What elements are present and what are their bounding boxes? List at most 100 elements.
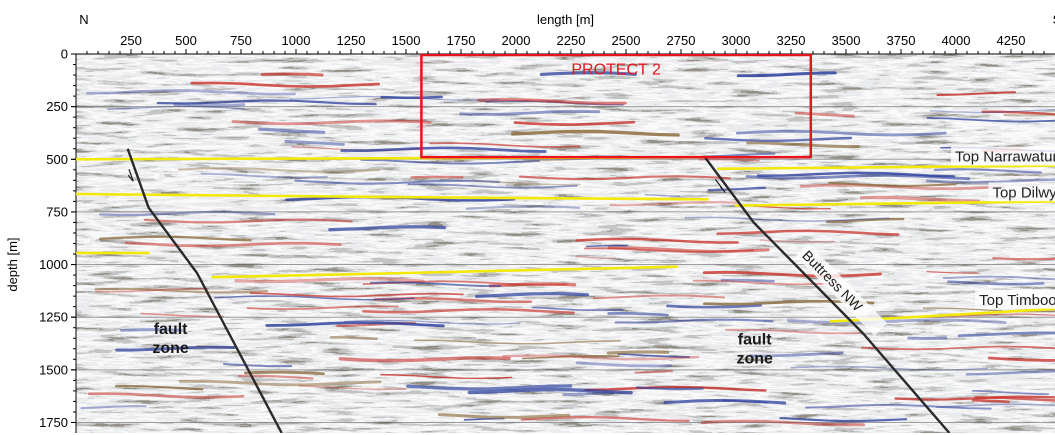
- reflector-band: [725, 328, 864, 335]
- x-ticks: 250 500 750 1000 1250 1500 1750 2000 2250 2500 275…: [86, 33, 1045, 54]
- reflector-band: [222, 362, 293, 368]
- y-tick-label: 1000: [39, 257, 68, 272]
- reflector-band: [607, 312, 669, 317]
- horizon-label: Top Narrawaturk: [955, 149, 1055, 166]
- reflector-band: [735, 129, 947, 137]
- reflector-band: [380, 373, 513, 380]
- y-tick-label: 1250: [39, 310, 68, 325]
- reflector-band: [635, 386, 704, 391]
- reflector-band: [120, 328, 183, 332]
- reflector-band: [746, 141, 861, 149]
- reflector-band: [213, 295, 415, 301]
- reflector-band: [520, 415, 690, 422]
- reflector-band: [894, 395, 1055, 401]
- x-tick-label: 3000: [722, 33, 751, 48]
- reflector-band: [260, 72, 324, 77]
- reflector-band: [407, 183, 578, 189]
- reflector-band: [828, 181, 957, 187]
- protect-2-label: PROTECT 2: [571, 62, 661, 79]
- reflector-band: [794, 111, 855, 118]
- reflector-band: [987, 356, 1055, 362]
- reflector-band: [200, 172, 328, 179]
- reflector-band: [926, 117, 1055, 123]
- reflector-band: [716, 229, 900, 236]
- reflector-band: [992, 256, 1055, 261]
- reflector-band: [459, 109, 601, 116]
- reflector-band: [289, 95, 499, 101]
- reflector-band: [94, 287, 268, 294]
- reflector-band: [437, 413, 571, 419]
- reflector-band: [736, 71, 837, 78]
- x-tick-label: 1250: [337, 33, 366, 48]
- y-tick-label: 1500: [39, 362, 68, 377]
- section-end-north: N: [79, 12, 88, 27]
- x-tick-label: 500: [175, 33, 197, 48]
- x-tick-label: 3750: [887, 33, 916, 48]
- reflector-band: [465, 205, 581, 210]
- reflector-band: [971, 398, 1010, 404]
- reflector-band: [592, 294, 726, 300]
- x-tick-label: 3500: [832, 33, 861, 48]
- x-tick-label: 2250: [557, 33, 586, 48]
- y-tick-label: 0: [61, 47, 68, 62]
- x-axis-label: length [m]: [537, 12, 594, 27]
- horizon-label-background: [950, 146, 1055, 166]
- x-tick-label: 2000: [502, 33, 531, 48]
- reflector-band: [575, 361, 673, 368]
- y-tick-label: 500: [46, 152, 68, 167]
- reflector-band: [178, 379, 382, 387]
- x-axis: 250 500 750 1000 1250 1500 1750 2000 2250 2500 275…: [76, 12, 1055, 55]
- reflector-band: [246, 305, 399, 311]
- reflector-band: [298, 385, 407, 390]
- reflector-band: [488, 282, 577, 288]
- reflector-band: [244, 370, 325, 376]
- reflector-band: [584, 247, 754, 253]
- x-tick-label: 250: [120, 33, 142, 48]
- reflector-band: [539, 71, 637, 76]
- reflector-band: [609, 201, 738, 207]
- x-tick-label: 2750: [667, 33, 696, 48]
- x-tick-label: 1500: [392, 33, 421, 48]
- x-tick-label: 4250: [997, 33, 1026, 48]
- horizon-label-background: [988, 182, 1055, 202]
- x-tick-label: 2500: [612, 33, 641, 48]
- reflector-band: [930, 109, 1055, 114]
- reflector-band: [707, 186, 767, 192]
- reflector-band: [475, 292, 590, 298]
- reflector-band: [477, 98, 627, 105]
- reflector-band: [380, 95, 443, 100]
- reflector-band: [86, 89, 296, 96]
- reflector-band: [644, 193, 681, 197]
- reflector-band: [87, 392, 245, 399]
- horizon-line: [734, 200, 1055, 207]
- reflector-band: [329, 336, 378, 341]
- y-tick-label: 1750: [39, 415, 68, 430]
- reflector-band: [971, 389, 1050, 396]
- horizon-label: Top Dilwyn: [992, 184, 1055, 201]
- reflector-band: [722, 399, 769, 404]
- reflector-band: [756, 171, 956, 178]
- depth-gridlines: [76, 106, 1055, 423]
- reflector-band: [369, 281, 502, 288]
- reflector-band: [925, 178, 1055, 184]
- reflector-band: [825, 217, 905, 223]
- horizon-line: [211, 265, 678, 279]
- reflector-band: [933, 168, 1042, 174]
- fault-zone-line2: zone: [152, 340, 189, 357]
- reflector-band: [429, 142, 581, 148]
- reflector-band: [177, 166, 381, 173]
- reflector-band: [294, 179, 500, 185]
- horizon-line: [829, 307, 1055, 323]
- reflector-band: [981, 110, 1055, 116]
- reflector-band: [340, 146, 547, 153]
- reflector-band: [99, 235, 252, 242]
- reflector-band: [926, 270, 978, 274]
- reflector-band: [190, 81, 381, 88]
- reflector-band: [234, 277, 425, 284]
- reflector-band: [606, 350, 670, 355]
- reflector-band: [965, 370, 1055, 376]
- reflector-band: [634, 370, 674, 374]
- reflector-band: [922, 307, 1055, 313]
- reflector-band: [745, 173, 971, 181]
- reflector-band: [410, 175, 464, 179]
